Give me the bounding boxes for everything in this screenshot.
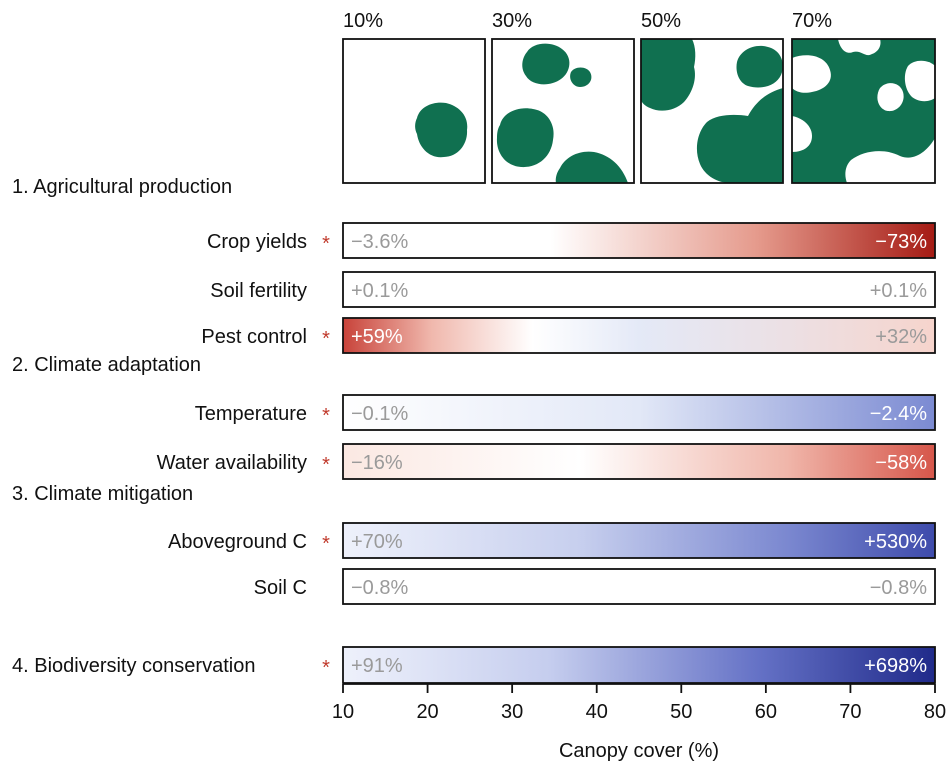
x-tick-label-30: 30 [501, 701, 523, 723]
x-axis: 10 20 30 40 50 60 70 80 [332, 683, 946, 723]
end-value-soil-c: −0.8% [870, 577, 927, 599]
row-label-soil-c: Soil C [254, 577, 307, 599]
canopy-panel-50 [640, 38, 784, 184]
end-value-pest-control: +32% [875, 326, 927, 348]
x-tick-label-40: 40 [586, 701, 608, 723]
canopy-panel-30 [491, 38, 635, 184]
end-value-crop-yields: −73% [875, 231, 927, 253]
significance-star-temperature: * [322, 405, 330, 427]
x-axis-label: Canopy cover (%) [559, 740, 719, 762]
x-tick-label-70: 70 [839, 701, 861, 723]
x-tick-label-60: 60 [755, 701, 777, 723]
end-value-water-availability: −58% [875, 452, 927, 474]
bar-water-availability [342, 443, 936, 480]
canopy-panel-label-30: 30% [492, 10, 532, 32]
row-label-water-availability: Water availability [157, 452, 307, 474]
end-value-soil-fertility: +0.1% [870, 280, 927, 302]
significance-star-biodiversity: * [322, 657, 330, 679]
group-climate-mitigation: 3. Climate mitigation [12, 483, 193, 505]
bar-aboveground-c [342, 522, 936, 559]
start-value-biodiversity: +91% [351, 655, 403, 677]
canopy-panel-label-10: 10% [343, 10, 383, 32]
start-value-pest-control: +59% [351, 326, 403, 348]
row-label-pest-control: Pest control [201, 326, 307, 348]
significance-star-water-availability: * [322, 454, 330, 476]
row-label-crop-yields: Crop yields [207, 231, 307, 253]
x-tick-label-20: 20 [416, 701, 438, 723]
canopy-panel-10 [342, 38, 486, 184]
start-value-water-availability: −16% [351, 452, 403, 474]
end-value-temperature: −2.4% [870, 403, 927, 425]
bar-crop-yields [342, 222, 936, 259]
end-value-biodiversity: +698% [864, 655, 927, 677]
bar-temperature [342, 394, 936, 431]
x-tick-label-80: 80 [924, 701, 946, 723]
start-value-soil-c: −0.8% [351, 577, 408, 599]
row-label-aboveground-c: Aboveground C [168, 531, 307, 553]
start-value-aboveground-c: +70% [351, 531, 403, 553]
group-climate-adaptation: 2. Climate adaptation [12, 354, 201, 376]
bar-pest-control [342, 317, 936, 354]
x-tick-label-50: 50 [670, 701, 692, 723]
row-label-biodiversity-conservation: 4. Biodiversity conservation [12, 655, 255, 677]
end-value-aboveground-c: +530% [864, 531, 927, 553]
start-value-soil-fertility: +0.1% [351, 280, 408, 302]
bar-soil-fertility [342, 271, 936, 308]
group-agricultural-production: 1. Agricultural production [12, 176, 232, 198]
start-value-temperature: −0.1% [351, 403, 408, 425]
canopy-panel-label-70: 70% [792, 10, 832, 32]
significance-star-pest-control: * [322, 328, 330, 350]
row-label-temperature: Temperature [195, 403, 307, 425]
x-tick-label-10: 10 [332, 701, 354, 723]
bar-biodiversity-conservation [342, 646, 936, 684]
bar-soil-c [342, 568, 936, 605]
significance-star-crop-yields: * [322, 233, 330, 255]
start-value-crop-yields: −3.6% [351, 231, 408, 253]
canopy-panel-label-50: 50% [641, 10, 681, 32]
canopy-panel-70 [791, 38, 936, 184]
row-label-soil-fertility: Soil fertility [210, 280, 307, 302]
significance-star-aboveground-c: * [322, 533, 330, 555]
